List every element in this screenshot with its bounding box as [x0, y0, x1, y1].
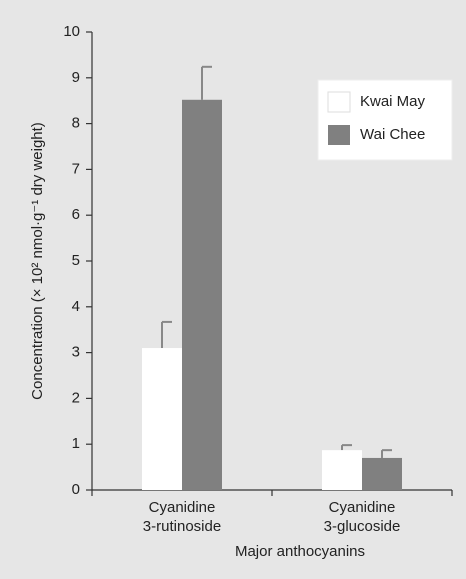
y-tick-label: 5 [72, 252, 80, 269]
x-tick-label: 3-glucoside [324, 518, 401, 535]
legend-swatch [328, 125, 350, 145]
y-tick-label: 2 [72, 389, 80, 406]
y-tick-label: 4 [72, 298, 80, 315]
bar [142, 348, 182, 490]
x-tick-label: Cyanidine [149, 499, 216, 516]
x-tick-label: 3-rutinoside [143, 518, 221, 535]
x-axis-label: Major anthocyanins [235, 543, 365, 560]
legend-label: Kwai May [360, 93, 426, 110]
bar [362, 457, 402, 490]
bar [322, 450, 362, 490]
y-tick-label: 6 [72, 206, 80, 223]
legend-label: Wai Chee [360, 126, 425, 143]
y-axis-label: Concentration (× 10² nmol·g⁻¹ dry weight… [29, 122, 46, 400]
y-tick-label: 7 [72, 160, 80, 177]
y-tick-label: 1 [72, 435, 80, 452]
y-tick-label: 8 [72, 115, 80, 132]
y-tick-label: 10 [63, 23, 80, 40]
y-tick-label: 0 [72, 481, 80, 498]
y-tick-label: 9 [72, 69, 80, 86]
legend-swatch [327, 91, 351, 113]
bar [182, 99, 222, 490]
x-tick-label: Cyanidine [329, 499, 396, 516]
y-tick-label: 3 [72, 344, 80, 361]
